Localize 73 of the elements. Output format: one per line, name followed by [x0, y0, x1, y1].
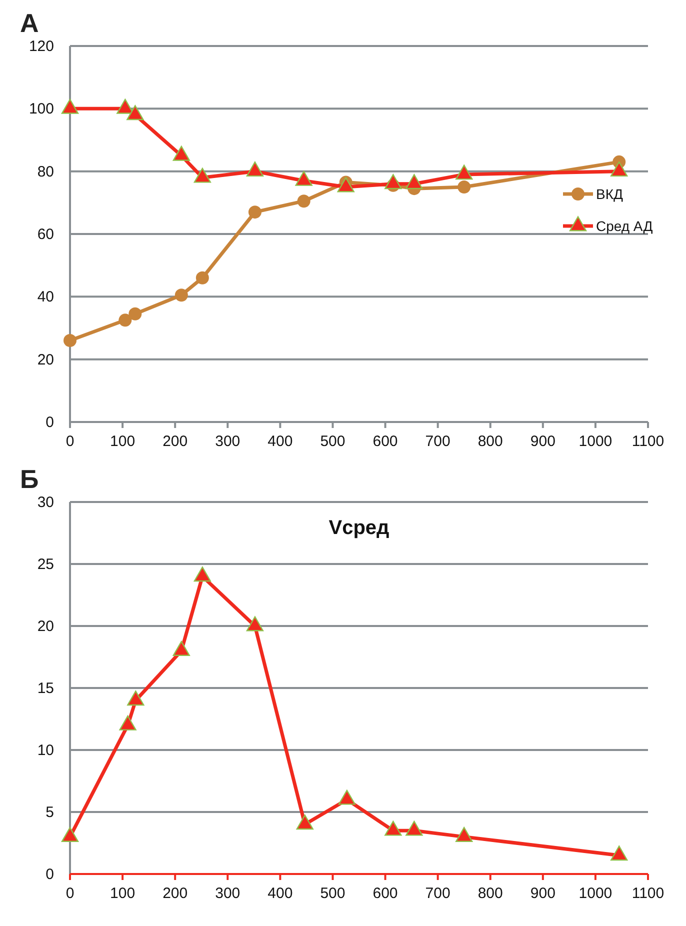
y-tick-label: 0 [46, 414, 54, 431]
y-tick-label: 80 [37, 163, 54, 180]
text: Vсред [328, 517, 390, 539]
x-tick-label: 500 [320, 433, 346, 450]
y-tick-label: 20 [37, 618, 54, 635]
y-tick-label: 40 [37, 288, 54, 306]
x-tick-label: 700 [425, 885, 450, 902]
point [196, 271, 209, 284]
point [406, 174, 423, 190]
x-tick-label: 1000 [578, 885, 612, 902]
x-tick-label: 400 [268, 885, 293, 902]
legend-label: ВКД [596, 186, 624, 202]
x-tick-label: 0 [66, 433, 74, 450]
point [172, 146, 190, 161]
y-tick-label: 100 [28, 100, 54, 118]
point [61, 98, 79, 114]
point [118, 314, 132, 327]
text: А [20, 8, 39, 38]
point [248, 206, 262, 219]
point [127, 690, 144, 706]
x-tick-label: 900 [530, 885, 556, 902]
x-tick-label: 1000 [578, 433, 612, 450]
point [246, 616, 264, 632]
text: Б [20, 464, 39, 494]
point [384, 820, 402, 836]
point [296, 814, 314, 830]
x-tick-label: 400 [268, 433, 293, 450]
x-tick-label: 200 [162, 433, 188, 450]
y-tick-label: 10 [37, 742, 54, 759]
point [338, 790, 356, 805]
x-tick-label: 300 [215, 433, 240, 450]
point [337, 177, 354, 192]
y-tick-label: 25 [37, 556, 54, 573]
y-tick-label: 5 [46, 804, 54, 821]
point [406, 820, 423, 836]
x-tick-label: 600 [372, 433, 398, 450]
x-tick-label: 1100 [632, 433, 664, 450]
x-tick-label: 100 [110, 433, 136, 450]
y-tick-label: 120 [28, 38, 54, 55]
point [119, 715, 136, 730]
y-tick-label: 60 [37, 226, 54, 243]
point [194, 168, 211, 183]
point [174, 288, 188, 302]
point [456, 827, 473, 842]
y-tick-label: 0 [46, 866, 54, 883]
x-tick-label: 100 [110, 885, 136, 902]
y-tick-label: 15 [37, 680, 54, 697]
x-tick-label: 200 [162, 885, 188, 902]
point [172, 641, 190, 656]
point [295, 170, 312, 186]
x-tick-label: 800 [478, 885, 503, 902]
point [456, 164, 473, 180]
x-tick-label: 600 [372, 885, 398, 902]
y-tick-label: 20 [37, 351, 54, 368]
point [128, 307, 142, 320]
legend-label: Сред АД [596, 218, 654, 234]
x-tick-label: 500 [320, 885, 346, 902]
point [126, 105, 144, 120]
point [384, 174, 402, 190]
y-tick-label: 30 [37, 494, 54, 511]
x-tick-label: 800 [478, 433, 503, 450]
x-tick-label: 700 [425, 433, 450, 450]
x-tick-label: 1100 [632, 885, 664, 902]
point [61, 827, 79, 842]
point [116, 98, 134, 114]
x-tick-label: 300 [215, 885, 240, 902]
point [64, 334, 76, 348]
point [610, 162, 628, 177]
x-tick-label: 900 [530, 433, 556, 450]
point [610, 846, 628, 861]
point [246, 162, 264, 177]
x-tick-label: 0 [66, 885, 74, 902]
point [194, 566, 211, 582]
